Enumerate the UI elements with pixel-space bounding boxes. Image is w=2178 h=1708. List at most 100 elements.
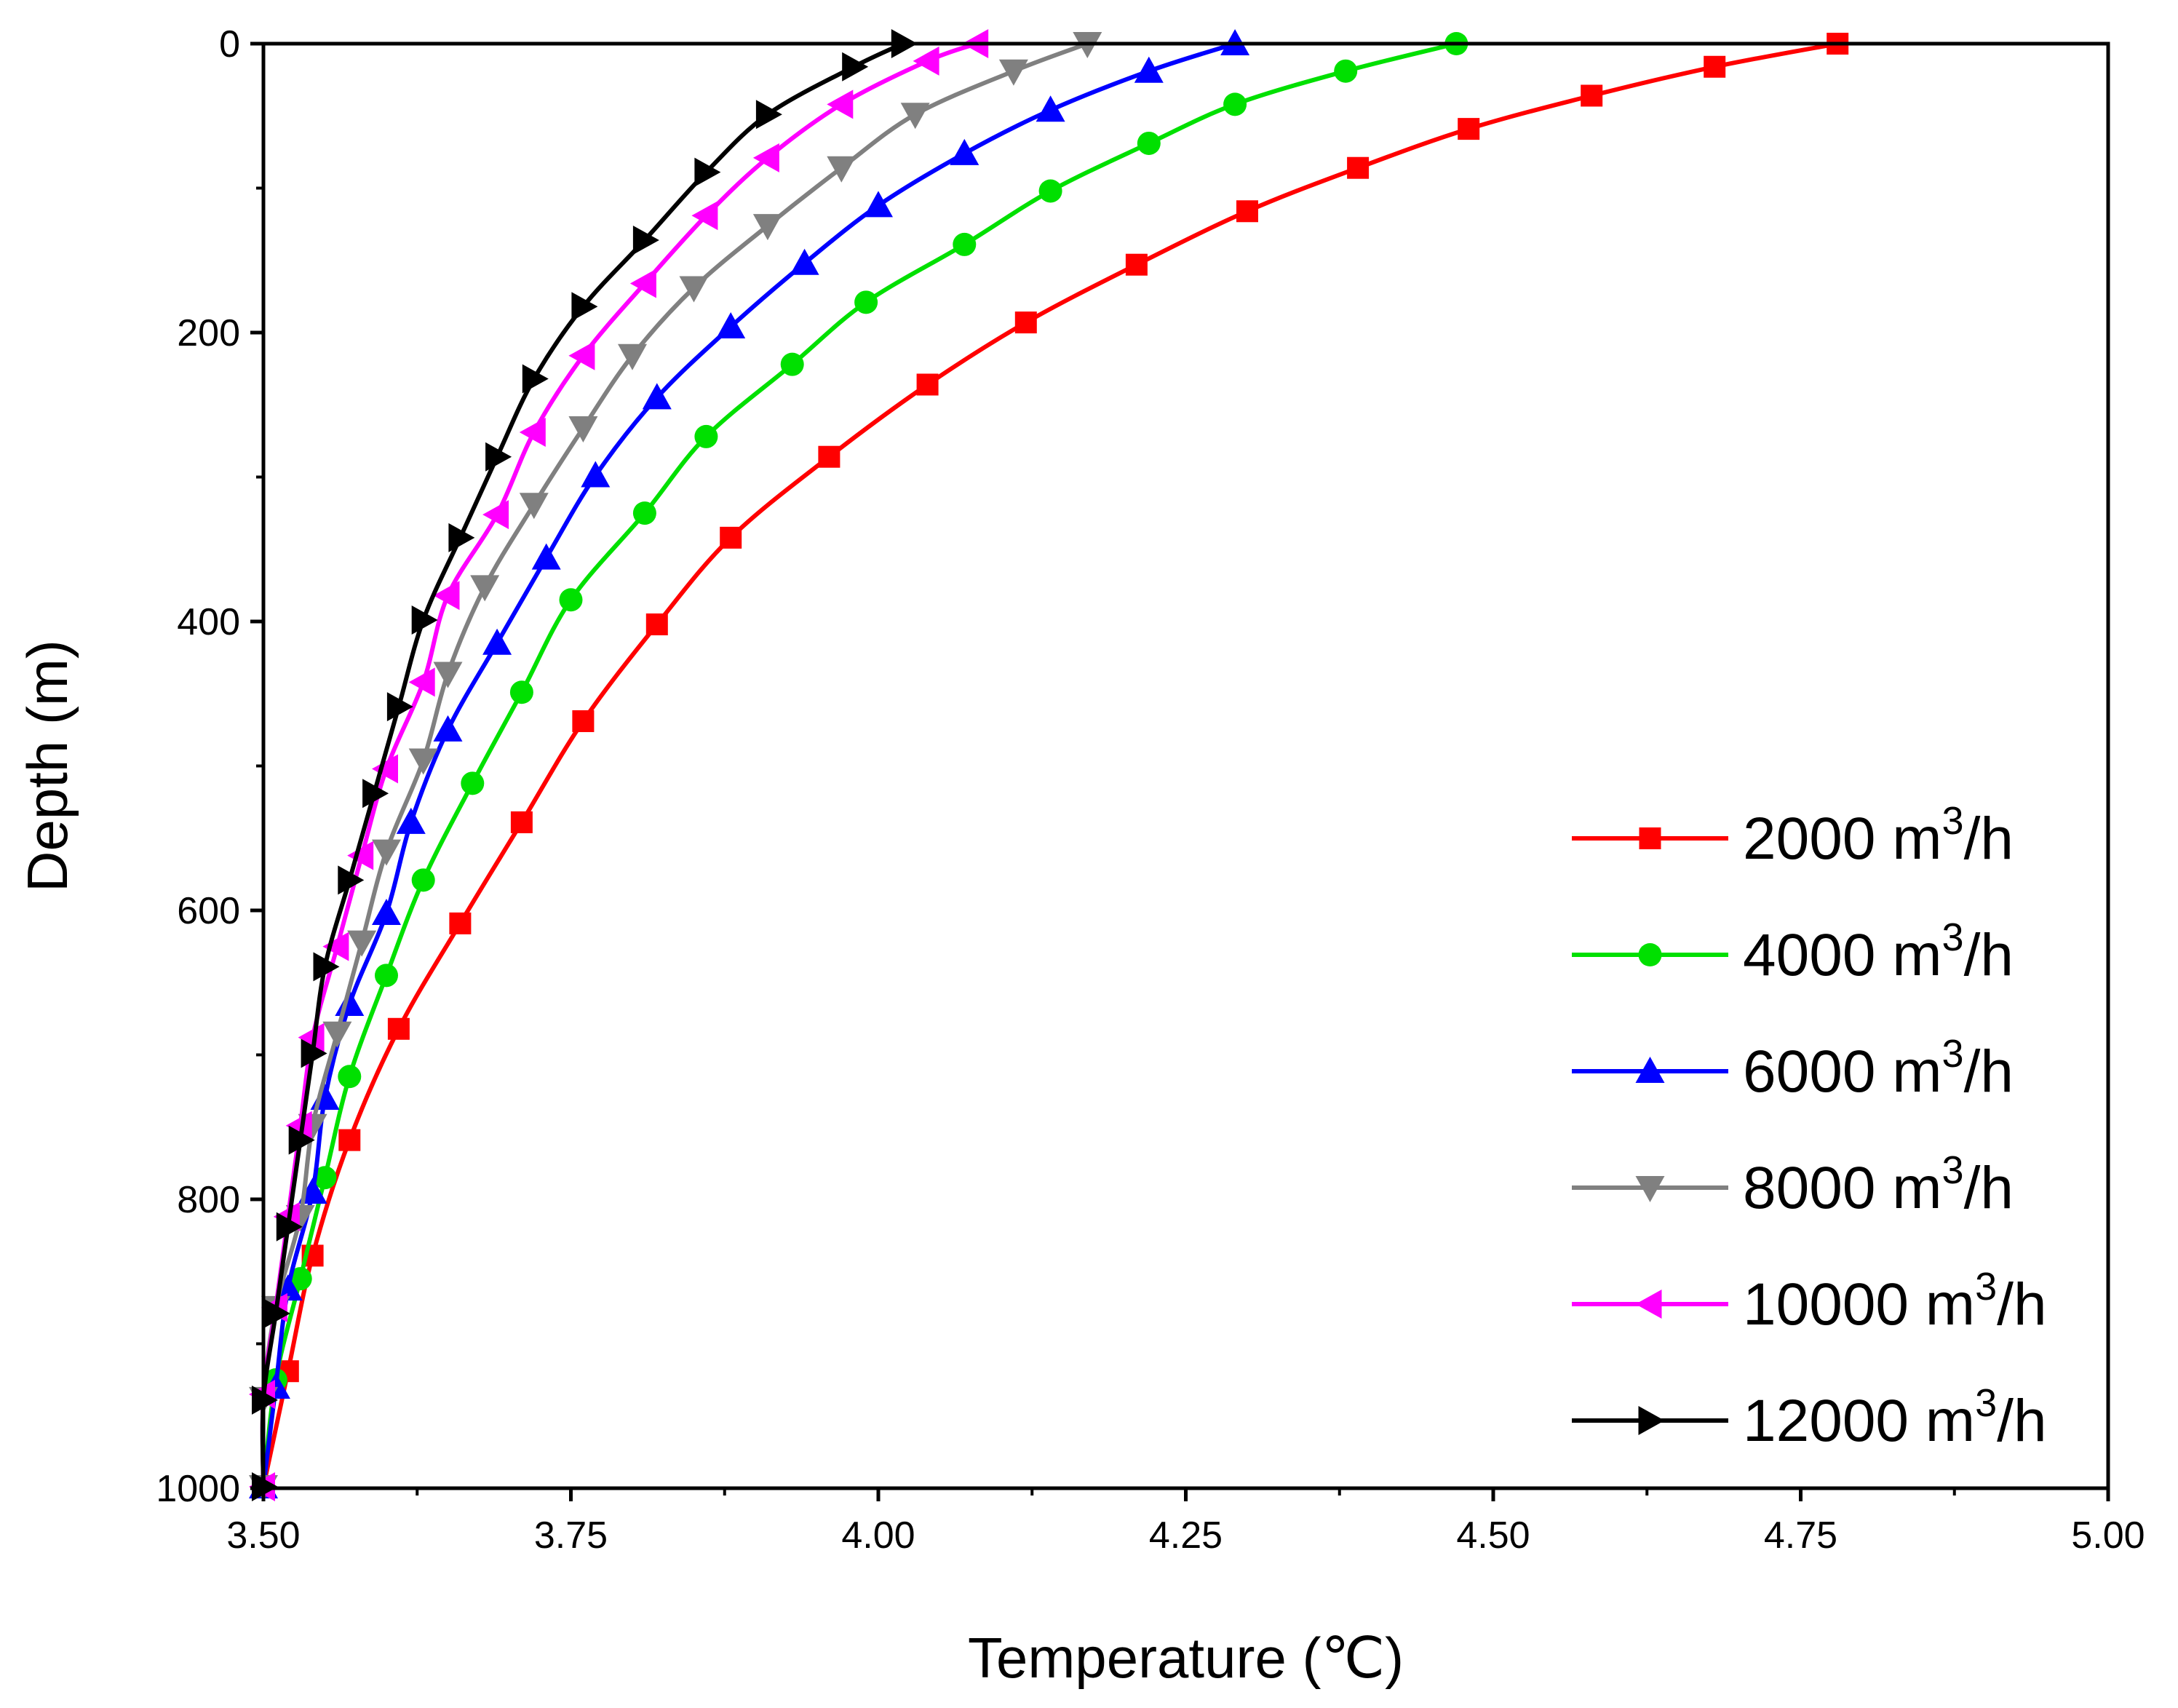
data-point — [433, 581, 460, 611]
legend-label: 4000 m3/h — [1743, 915, 2014, 988]
data-point — [433, 715, 463, 742]
data-point — [900, 103, 930, 130]
data-point — [1581, 84, 1603, 107]
data-point — [827, 90, 854, 119]
x-tick-label: 4.00 — [841, 1514, 915, 1557]
data-point — [568, 416, 598, 443]
data-point — [482, 628, 512, 655]
legend-item: 12000 m3/h — [1572, 1381, 2047, 1454]
legend-item: 4000 m3/h — [1572, 915, 2014, 988]
legend-marker — [1638, 1406, 1665, 1435]
data-point — [642, 383, 672, 410]
legend-marker — [1639, 827, 1661, 849]
data-point — [338, 1129, 361, 1151]
data-point — [1134, 56, 1164, 83]
x-tick-label: 3.75 — [534, 1514, 608, 1557]
data-point — [827, 156, 857, 183]
y-tick-label: 400 — [177, 601, 240, 643]
legend-item: 6000 m3/h — [1572, 1032, 2014, 1105]
data-point — [509, 680, 533, 704]
data-point — [288, 1125, 315, 1155]
legend-marker — [1638, 943, 1662, 966]
x-axis-title: Temperature (℃) — [968, 1626, 1404, 1690]
legend: 2000 m3/h 4000 m3/h 6000 m3/h 8000 m3/h 1000… — [1572, 799, 2047, 1454]
legend-label: 10000 m3/h — [1743, 1265, 2047, 1338]
data-point — [581, 461, 611, 488]
legend-marker — [1635, 1290, 1662, 1319]
data-point — [408, 667, 435, 697]
series-6 — [252, 29, 918, 1502]
data-point — [755, 100, 782, 130]
data-point — [482, 500, 509, 530]
data-point — [1036, 95, 1065, 122]
legend-item: 8000 m3/h — [1572, 1148, 2014, 1221]
data-point — [263, 1298, 290, 1328]
data-point — [568, 341, 595, 370]
data-point — [1137, 131, 1161, 155]
data-point — [842, 52, 869, 82]
legend-marker — [1635, 1176, 1665, 1202]
data-point — [571, 292, 598, 322]
x-tick-label: 5.00 — [2071, 1514, 2145, 1557]
data-point — [632, 501, 656, 525]
data-point — [716, 312, 746, 339]
data-point — [752, 143, 779, 172]
data-point — [387, 1017, 410, 1040]
data-point — [519, 417, 546, 447]
data-point — [694, 424, 718, 448]
data-point — [720, 526, 742, 549]
data-point — [408, 748, 438, 775]
data-point — [470, 575, 500, 602]
data-point — [449, 912, 472, 934]
data-point — [953, 232, 977, 256]
data-point — [461, 771, 485, 795]
data-point — [645, 613, 668, 635]
data-point — [510, 811, 533, 833]
data-point — [790, 248, 819, 275]
data-point — [572, 710, 595, 732]
data-point — [618, 343, 647, 370]
legend-marker — [1635, 1057, 1665, 1083]
data-point — [1704, 55, 1726, 78]
data-point — [780, 352, 804, 376]
data-point — [679, 276, 709, 303]
data-point — [276, 1212, 303, 1242]
data-point — [818, 445, 840, 468]
legend-label: 12000 m3/h — [1743, 1381, 2047, 1454]
legend-label: 8000 m3/h — [1743, 1148, 2014, 1221]
data-point — [301, 1038, 327, 1068]
data-point — [347, 841, 374, 870]
data-point — [864, 191, 893, 218]
data-point — [998, 59, 1028, 86]
data-point — [691, 201, 718, 231]
y-tick-label: 1000 — [156, 1468, 240, 1510]
data-point — [694, 157, 721, 187]
data-point — [322, 932, 349, 961]
data-point — [632, 225, 659, 255]
data-point — [372, 754, 398, 784]
data-point — [288, 1267, 312, 1291]
data-point — [372, 898, 401, 925]
data-point — [1236, 200, 1258, 223]
y-tick-label: 600 — [177, 890, 240, 932]
data-point — [375, 964, 398, 988]
data-point — [313, 1166, 337, 1190]
legend-item: 10000 m3/h — [1572, 1265, 2047, 1338]
data-point — [448, 523, 475, 552]
data-point — [854, 290, 878, 314]
data-point — [1334, 59, 1358, 83]
x-tick-label: 4.25 — [1149, 1514, 1223, 1557]
data-point — [411, 868, 435, 892]
data-point — [396, 807, 426, 834]
data-point — [433, 662, 463, 688]
data-point — [411, 605, 438, 635]
data-point — [1223, 92, 1247, 116]
data-point — [338, 1065, 362, 1089]
series-2 — [252, 32, 1468, 1499]
data-point — [485, 442, 512, 472]
y-tick-label: 0 — [219, 23, 240, 65]
data-point — [386, 692, 413, 722]
data-point — [1125, 253, 1148, 276]
y-tick-label: 800 — [177, 1179, 240, 1221]
data-point — [347, 930, 377, 957]
